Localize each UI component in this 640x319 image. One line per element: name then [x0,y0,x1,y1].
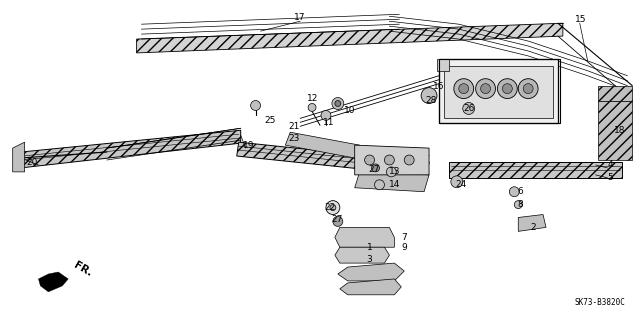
Circle shape [459,84,468,93]
Polygon shape [237,142,429,176]
Text: 28: 28 [426,96,436,105]
Circle shape [451,176,463,188]
Text: SK73-B3820C: SK73-B3820C [575,298,625,307]
Text: 15: 15 [575,15,586,24]
Polygon shape [355,172,429,192]
Circle shape [509,187,519,197]
Circle shape [330,204,336,211]
Circle shape [476,79,495,99]
Text: 14: 14 [388,180,400,189]
Text: 8: 8 [517,200,523,209]
Circle shape [481,84,490,93]
Text: 7: 7 [401,233,407,242]
Circle shape [321,110,331,120]
Text: 9: 9 [401,243,407,252]
Circle shape [332,98,344,109]
Polygon shape [340,279,401,295]
Polygon shape [13,142,24,172]
Text: 12: 12 [307,94,319,103]
Circle shape [308,103,316,111]
Circle shape [326,201,340,214]
Text: 18: 18 [614,126,625,135]
Text: 22: 22 [324,203,335,212]
Text: 16: 16 [433,82,445,91]
Circle shape [372,164,380,172]
Circle shape [385,155,394,165]
Text: 13: 13 [388,167,400,176]
Circle shape [454,79,474,99]
Text: 27: 27 [369,166,380,174]
Polygon shape [449,162,622,178]
Polygon shape [38,272,68,292]
Text: 27: 27 [331,215,342,224]
Circle shape [335,100,341,107]
Text: 25: 25 [265,116,276,125]
Text: 11: 11 [323,118,335,127]
Text: 1: 1 [367,243,372,252]
Text: 17: 17 [294,13,306,22]
Text: FR.: FR. [72,260,94,278]
Bar [437,59,449,71]
Circle shape [524,84,533,93]
Text: 19: 19 [243,141,254,150]
Circle shape [421,88,437,103]
Polygon shape [355,145,429,175]
Text: 26: 26 [463,104,474,113]
Circle shape [518,79,538,99]
Circle shape [463,102,475,115]
Polygon shape [20,130,241,168]
Polygon shape [338,263,404,281]
Text: 21: 21 [289,122,300,131]
Polygon shape [598,85,632,100]
Polygon shape [518,214,546,231]
Text: 5: 5 [607,173,613,182]
Bar [439,59,560,123]
Text: 20: 20 [27,159,38,167]
Text: 3: 3 [367,255,372,263]
Circle shape [374,180,385,190]
Polygon shape [285,132,360,158]
Text: 4: 4 [607,160,613,169]
Circle shape [404,155,414,165]
Circle shape [387,167,396,177]
Circle shape [497,79,517,99]
Polygon shape [444,66,553,118]
Circle shape [333,217,343,226]
Text: 24: 24 [455,180,467,189]
Text: 6: 6 [517,187,523,196]
Text: 23: 23 [289,134,300,143]
Polygon shape [598,100,632,160]
Circle shape [251,100,260,110]
Polygon shape [335,247,389,263]
Polygon shape [136,23,563,53]
Text: 2: 2 [531,223,536,232]
Circle shape [515,201,522,209]
Polygon shape [335,227,394,247]
Circle shape [502,84,512,93]
Circle shape [365,155,374,165]
Text: 10: 10 [344,106,355,115]
Bar [439,59,558,123]
